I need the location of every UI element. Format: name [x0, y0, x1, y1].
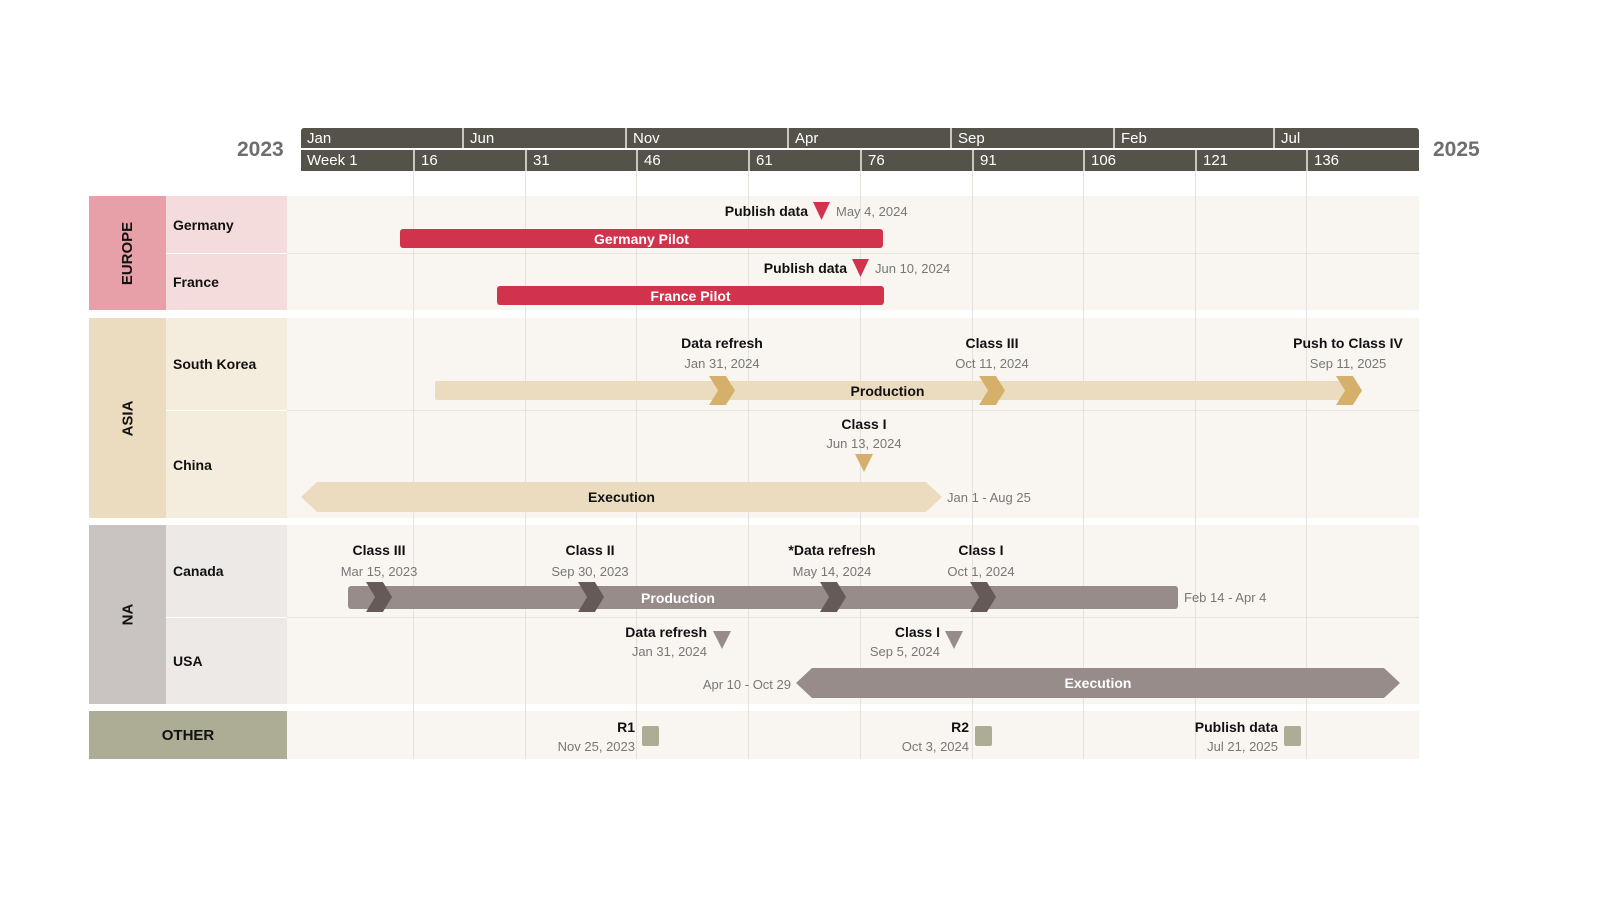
milestone-title: Publish data — [763, 260, 847, 276]
milestone-date: Sep 30, 2023 — [551, 564, 629, 579]
milestone-title: Data refresh — [625, 624, 707, 640]
row-divider — [287, 253, 1419, 254]
milestone-title: Publish data — [1194, 719, 1278, 735]
row-divider — [287, 410, 1419, 411]
range-label: Apr 10 - Oct 29 — [702, 677, 791, 692]
group-asia: ASIA — [89, 318, 166, 518]
week-label: 31 — [525, 150, 550, 171]
other-band — [287, 711, 1419, 759]
milestone-title: Class I — [894, 624, 940, 640]
row-label-china: China — [166, 411, 287, 518]
week-label: 121 — [1195, 150, 1228, 171]
south-korea-production-bar[interactable]: Production — [435, 381, 1350, 400]
milestone-title: Class I — [841, 416, 887, 432]
row-label-usa: USA — [166, 618, 287, 704]
start-year: 2023 — [237, 138, 284, 161]
gridline — [1306, 171, 1307, 759]
milestone-title: *Data refresh — [788, 542, 876, 558]
month-label: Apr — [787, 128, 818, 148]
end-year: 2025 — [1433, 138, 1480, 161]
group-europe: EUROPE — [89, 196, 166, 310]
group-label: NA — [118, 603, 136, 626]
bar-label: Production — [850, 382, 925, 399]
milestone-square-icon — [1284, 726, 1301, 746]
row-divider — [287, 617, 1419, 618]
range-label: Feb 14 - Apr 4 — [1184, 590, 1267, 605]
month-label: Jun — [462, 128, 494, 148]
milestone-title: Class III — [352, 542, 406, 558]
gridline — [413, 171, 414, 759]
week-label: 91 — [972, 150, 997, 171]
milestone-title: Publish data — [724, 203, 808, 219]
milestone-title: R1 — [617, 719, 635, 735]
france-pilot-bar[interactable]: France Pilot — [497, 286, 884, 305]
group-na: NA — [89, 525, 166, 704]
row-label-germany: Germany — [166, 196, 287, 253]
week-label: 106 — [1083, 150, 1116, 171]
range-label: Jan 1 - Aug 25 — [947, 490, 1031, 505]
milestone-date: Jul 21, 2025 — [1207, 739, 1278, 754]
group-label: EUROPE — [118, 221, 136, 285]
milestone-date: Jun 13, 2024 — [826, 436, 902, 451]
china-execution-arrow[interactable]: Execution — [301, 482, 942, 512]
milestone-date: Jun 10, 2024 — [875, 261, 951, 276]
gridline — [972, 171, 973, 759]
milestone-square-icon — [642, 726, 659, 746]
milestone-title: Class III — [965, 335, 1019, 351]
milestone-date: Sep 5, 2024 — [869, 644, 940, 659]
month-label: Feb — [1113, 128, 1147, 148]
milestone-date: May 4, 2024 — [836, 204, 908, 219]
milestone-date: Jan 31, 2024 — [631, 644, 707, 659]
bar-label: Production — [641, 589, 715, 606]
month-label: Jan — [307, 130, 332, 147]
gridline — [748, 171, 749, 759]
month-label: Nov — [625, 128, 660, 148]
milestone-title: Class I — [958, 542, 1004, 558]
milestone-date: Jan 31, 2024 — [684, 356, 760, 371]
month-label: Sep — [950, 128, 985, 148]
week-label: 76 — [860, 150, 885, 171]
month-label: Jul — [1273, 128, 1300, 148]
row-label-canada: Canada — [166, 525, 287, 617]
germany-pilot-bar[interactable]: Germany Pilot — [400, 229, 883, 248]
milestone-date: Oct 11, 2024 — [955, 356, 1029, 371]
milestone-title: Class II — [565, 542, 615, 558]
month-scale: Jan Jun Nov Apr Sep Feb Jul — [301, 128, 1419, 148]
milestone-square-icon — [975, 726, 992, 746]
milestone-date: May 14, 2024 — [792, 564, 872, 579]
gridline — [1083, 171, 1084, 759]
gridline — [525, 171, 526, 759]
milestone-date: Sep 11, 2025 — [1309, 356, 1387, 371]
milestone-date: Nov 25, 2023 — [557, 739, 635, 754]
week-label: 46 — [636, 150, 661, 171]
gridline — [1195, 171, 1196, 759]
row-label-south-korea: South Korea — [166, 318, 287, 410]
usa-execution-arrow[interactable]: Execution — [796, 668, 1400, 698]
milestone-date: Mar 15, 2023 — [340, 564, 418, 579]
milestone-date: Oct 3, 2024 — [901, 739, 969, 754]
milestone-date: Oct 1, 2024 — [947, 564, 1015, 579]
week-label: 136 — [1306, 150, 1339, 171]
gridline — [636, 171, 637, 759]
week-label: 16 — [413, 150, 438, 171]
week-label: 61 — [748, 150, 773, 171]
week-label: Week 1 — [307, 152, 358, 169]
milestone-title: Push to Class IV — [1293, 335, 1403, 351]
week-scale: Week 1 16 31 46 61 76 91 106 121 136 — [301, 150, 1419, 171]
milestone-title: R2 — [951, 719, 969, 735]
milestone-title: Data refresh — [681, 335, 763, 351]
canada-production-bar[interactable]: Production — [348, 586, 1178, 609]
row-label-france: France — [166, 254, 287, 310]
group-label: ASIA — [119, 400, 136, 436]
group-other: OTHER — [89, 711, 287, 759]
